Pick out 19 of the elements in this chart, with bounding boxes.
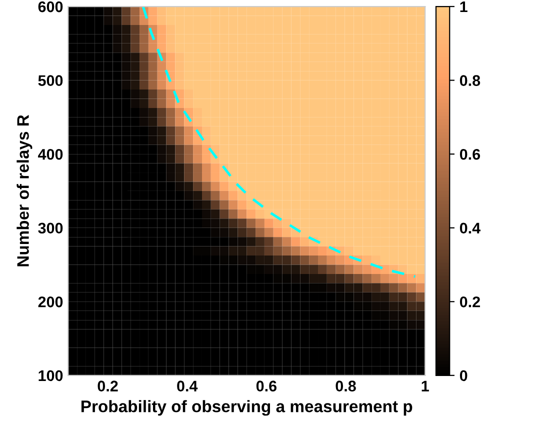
y-tick-label: 600: [38, 1, 63, 12]
y-tick-label: 100: [38, 370, 63, 382]
x-tick-label: 0.4: [177, 380, 198, 392]
x-tick-label: 0.8: [336, 380, 356, 392]
color-bar-label: 0: [460, 370, 468, 382]
color-bar-label: 0.6: [460, 148, 480, 160]
color-bar-label: 0.8: [460, 75, 480, 86]
y-tick-label: 300: [38, 222, 63, 234]
x-tick-label: 0.6: [256, 380, 277, 392]
color-bar-label: 1: [460, 2, 468, 12]
x-axis-title: Probability of observing a measurement p: [81, 400, 412, 416]
color-bar-label: 0.2: [460, 296, 480, 308]
x-tick-label: 1: [422, 380, 429, 392]
y-tick-label: 400: [38, 148, 63, 160]
color-bar-label: 0.4: [460, 222, 481, 234]
x-tick-label: 0.2: [98, 380, 118, 392]
y-axis-title: Number of relays R: [16, 114, 32, 266]
y-tick-label: 200: [38, 296, 63, 308]
y-tick-label: 500: [38, 75, 63, 86]
